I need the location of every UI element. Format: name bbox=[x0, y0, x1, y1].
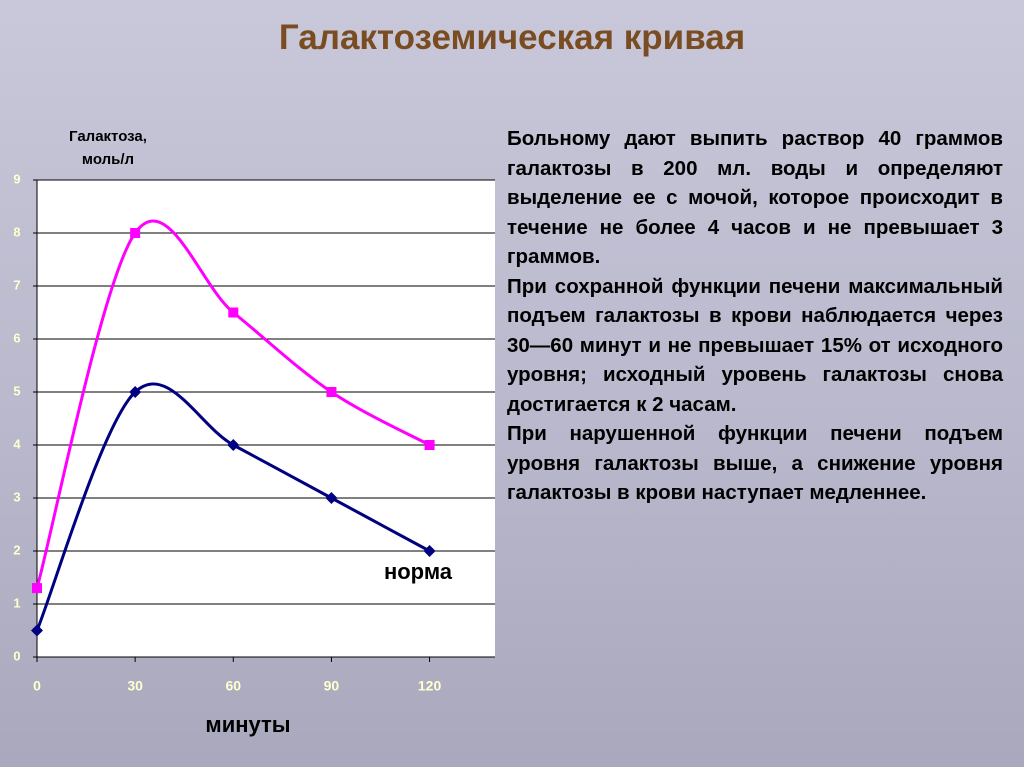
x-tick-label: 30 bbox=[127, 678, 143, 694]
y-tick-label: 6 bbox=[13, 330, 20, 345]
x-tick-label: 60 bbox=[225, 678, 241, 694]
marker bbox=[130, 228, 141, 238]
marker bbox=[129, 386, 142, 398]
paragraph: Больному дают выпить раствор 40 граммов … bbox=[507, 127, 1003, 268]
x-axis-label: минуты bbox=[205, 712, 290, 737]
y-axis-label: Галактоза, bbox=[69, 128, 147, 145]
y-axis-label: моль/л bbox=[82, 151, 134, 168]
x-tick-label: 90 bbox=[324, 678, 340, 694]
marker bbox=[32, 583, 42, 594]
series-line bbox=[35, 219, 431, 589]
marker bbox=[227, 439, 240, 451]
y-tick-label: 4 bbox=[13, 436, 21, 451]
paragraph: При сохранной функции печени максимальны… bbox=[507, 274, 1003, 416]
y-tick-label: 5 bbox=[13, 383, 20, 398]
marker bbox=[31, 624, 43, 637]
marker bbox=[424, 440, 435, 450]
plot-area bbox=[37, 180, 495, 657]
y-tick-label: 0 bbox=[13, 648, 20, 663]
y-tick-label: 9 bbox=[13, 171, 20, 186]
y-tick-label: 7 bbox=[13, 277, 20, 292]
paragraph: При нарушенной функции печени подъем уро… bbox=[507, 422, 1003, 504]
marker bbox=[325, 492, 338, 504]
marker bbox=[228, 307, 239, 318]
series-annotation: норма bbox=[384, 559, 453, 584]
y-tick-label: 8 bbox=[13, 224, 20, 239]
y-tick-label: 1 bbox=[13, 595, 20, 610]
y-tick-label: 3 bbox=[13, 489, 20, 504]
description: Больному дают выпить раствор 40 граммов … bbox=[507, 124, 1003, 508]
x-tick-label: 120 bbox=[418, 678, 442, 694]
x-tick-label: 0 bbox=[33, 678, 41, 694]
marker bbox=[423, 545, 436, 557]
slide-title: Галактоземическая кривая bbox=[278, 18, 746, 57]
series-line bbox=[35, 382, 431, 632]
y-tick-label: 2 bbox=[13, 542, 20, 557]
marker bbox=[326, 387, 337, 397]
